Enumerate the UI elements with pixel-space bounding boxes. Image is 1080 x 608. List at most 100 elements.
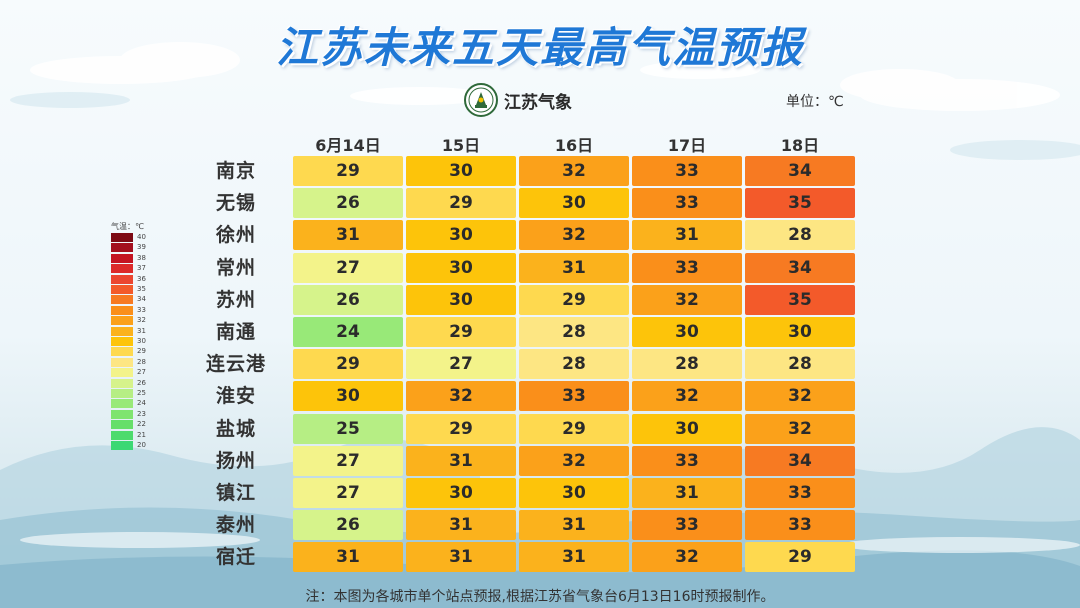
legend-label: 37 — [137, 264, 146, 273]
legend-item: 20 — [111, 441, 161, 451]
temperature-cell: 30 — [293, 381, 403, 411]
legend-swatch — [111, 233, 133, 242]
legend-swatch — [111, 389, 133, 398]
table-row: 常州 27 30 31 33 34 — [190, 253, 860, 283]
brand-name: 江苏气象 — [504, 92, 572, 113]
unit-label: 单位：℃ — [786, 94, 844, 110]
legend-title: 气温：℃ — [111, 222, 144, 231]
legend-swatch — [111, 305, 133, 315]
temperature-cell: 29 — [406, 188, 516, 218]
temperature-cell: 31 — [406, 542, 516, 572]
temperature-cell: 32 — [632, 285, 742, 315]
temperature-cell: 31 — [519, 542, 629, 572]
temperature-cell: 28 — [632, 349, 742, 379]
temperature-cell: 33 — [632, 446, 742, 476]
temperature-cell: 30 — [745, 317, 855, 347]
temperature-cell: 26 — [293, 510, 403, 540]
city-label: 连云港 — [205, 353, 266, 375]
legend-label: 21 — [137, 430, 146, 439]
legend-swatch — [111, 378, 133, 388]
legend-label: 23 — [137, 409, 146, 418]
temperature-cell: 34 — [745, 156, 855, 186]
temperature-cell: 31 — [519, 253, 629, 283]
temperature-cell: 29 — [745, 542, 855, 572]
table-row: 淮安 30 32 33 32 32 — [190, 381, 860, 411]
temperature-cell: 30 — [406, 253, 516, 283]
city-label: 扬州 — [215, 450, 256, 472]
legend-swatch — [111, 420, 133, 430]
temperature-cell: 30 — [519, 188, 629, 218]
legend-item: 39 — [111, 243, 161, 253]
legend-label: 28 — [137, 357, 146, 366]
legend-label: 38 — [137, 253, 146, 262]
temperature-cell: 29 — [293, 349, 403, 379]
city-label: 盐城 — [215, 418, 256, 440]
city-label: 南通 — [215, 321, 256, 343]
temperature-cell: 30 — [406, 220, 516, 250]
temperature-cell: 31 — [293, 542, 403, 572]
legend-item: 25 — [111, 389, 161, 399]
temperature-cell: 28 — [519, 349, 629, 379]
legend-label: 34 — [137, 295, 146, 304]
column-header: 16日 — [554, 136, 594, 155]
table-row: 扬州 27 31 32 33 34 — [190, 446, 860, 476]
legend-swatch — [111, 264, 133, 274]
table-row: 南通 24 29 28 30 30 — [190, 317, 860, 347]
temperature-cell: 33 — [745, 510, 855, 540]
legend-item: 22 — [111, 420, 161, 430]
footnote: 注：本图为各城市单个站点预报,根据江苏省气象台6月13日16时预报制作。 — [305, 589, 775, 605]
legend-swatch — [111, 253, 133, 263]
legend-label: 22 — [137, 420, 146, 429]
temperature-cell: 33 — [745, 478, 855, 508]
temperature-cell: 31 — [519, 510, 629, 540]
column-header: 15日 — [441, 136, 481, 155]
legend-label: 20 — [137, 441, 146, 449]
table-row: 盐城 25 29 29 30 32 — [190, 414, 860, 444]
temperature-cell: 32 — [632, 542, 742, 572]
city-label: 泰州 — [215, 514, 256, 536]
temperature-cell: 32 — [519, 220, 629, 250]
temperature-cell: 30 — [406, 156, 516, 186]
temperature-cell: 34 — [745, 446, 855, 476]
weather-bureau-emblem-icon — [464, 83, 498, 117]
legend-item: 32 — [111, 316, 161, 326]
city-label: 淮安 — [215, 385, 256, 407]
city-label: 无锡 — [215, 192, 256, 214]
legend-label: 31 — [137, 326, 146, 335]
legend-swatch — [111, 347, 133, 357]
legend-swatch — [111, 316, 133, 326]
temperature-cell: 27 — [406, 349, 516, 379]
temperature-cell: 31 — [406, 510, 516, 540]
temperature-cell: 32 — [745, 381, 855, 411]
temperature-cell: 33 — [632, 253, 742, 283]
table-row: 泰州 26 31 31 33 33 — [190, 510, 860, 540]
table-row: 无锡 26 29 30 33 35 — [190, 188, 860, 218]
legend-swatch — [111, 368, 133, 378]
temperature-cell: 24 — [293, 317, 403, 347]
legend-label: 32 — [137, 316, 146, 325]
legend-item: 28 — [111, 357, 161, 368]
legend-item: 27 — [111, 368, 161, 378]
temperature-cell: 32 — [632, 381, 742, 411]
legend-swatch — [111, 295, 133, 305]
legend-label: 29 — [137, 347, 146, 356]
column-header: 6月14日 — [315, 136, 381, 155]
temperature-cell: 31 — [293, 220, 403, 250]
temperature-cell: 29 — [293, 156, 403, 186]
city-label: 苏州 — [215, 289, 256, 311]
table-row: 连云港 29 27 28 28 28 — [190, 349, 860, 379]
city-label: 宿迁 — [215, 546, 256, 568]
legend-swatch — [111, 337, 133, 346]
temperature-cell: 32 — [406, 381, 516, 411]
legend-swatch — [111, 441, 133, 450]
temperature-cell: 27 — [293, 478, 403, 508]
table-row: 宿迁 31 31 31 32 29 — [190, 542, 860, 572]
legend-item: 21 — [111, 430, 161, 441]
legend-item: 31 — [111, 326, 161, 337]
temperature-cell: 28 — [745, 220, 855, 250]
temperature-cell: 29 — [406, 414, 516, 444]
city-label: 镇江 — [215, 482, 256, 504]
legend-item: 37 — [111, 264, 161, 274]
legend-item: 29 — [111, 347, 161, 357]
temperature-cell: 26 — [293, 285, 403, 315]
